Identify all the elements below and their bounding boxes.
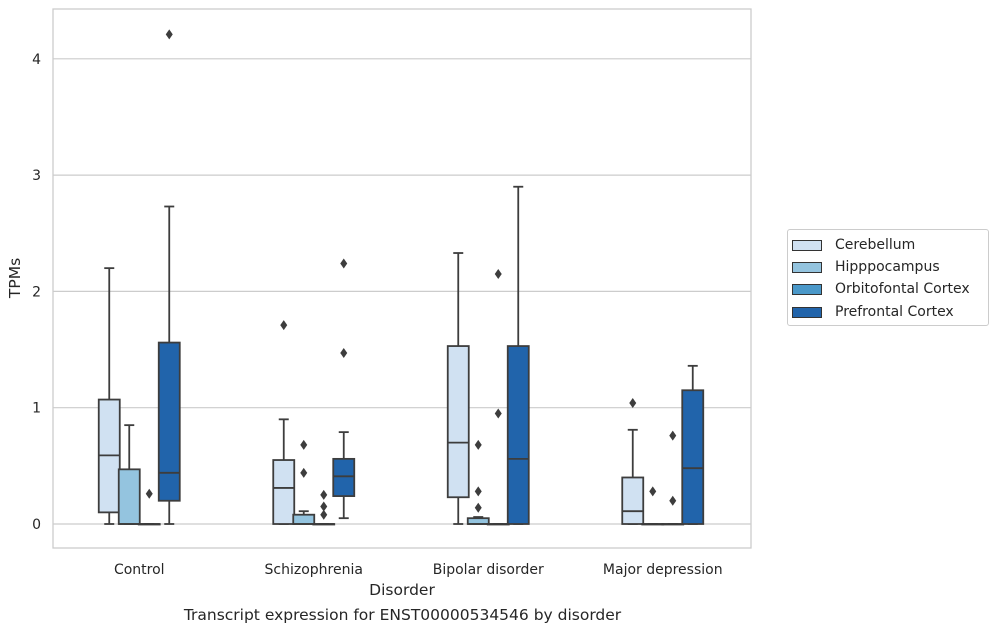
outlier-point bbox=[340, 258, 348, 269]
legend-item-hipppocampus: Hipppocampus bbox=[792, 257, 940, 277]
outlier-point bbox=[320, 509, 328, 520]
box-plot bbox=[137, 488, 161, 526]
box-plot bbox=[332, 258, 356, 520]
plot-area-frame bbox=[52, 8, 752, 549]
outlier-point bbox=[320, 489, 328, 500]
box-body bbox=[117, 468, 141, 525]
box-plot bbox=[292, 439, 316, 525]
legend-item-cerebellum: Cerebellum bbox=[792, 235, 915, 255]
outlier-point bbox=[669, 495, 677, 506]
legend: Cerebellum Hipppocampus Orbitofontal Cor… bbox=[787, 229, 989, 326]
outlier-point bbox=[474, 486, 482, 497]
y-tick-label: 3 bbox=[32, 168, 41, 184]
box-plot bbox=[466, 439, 490, 525]
box-plot bbox=[661, 430, 685, 526]
box-body bbox=[506, 345, 530, 525]
x-tick-labels: Control Schizophrenia Bipolar disorder Majo… bbox=[114, 562, 723, 578]
legend-label: Orbitofontal Cortex bbox=[835, 281, 970, 297]
legend-swatch bbox=[792, 283, 822, 295]
y-axis-label: TPMs bbox=[6, 258, 24, 299]
legend-item-orbitofontal-cortex: Orbitofontal Cortex bbox=[792, 279, 970, 299]
legend-label: Cerebellum bbox=[835, 237, 916, 253]
chart-caption: Transcript expression for ENST0000053454… bbox=[183, 606, 622, 624]
legend-label: Hipppocampus bbox=[835, 259, 940, 275]
x-tick-label: Control bbox=[114, 562, 165, 578]
x-tick-label: Major depression bbox=[603, 562, 723, 578]
outlier-point bbox=[280, 320, 288, 331]
legend-label: Prefrontal Cortex bbox=[835, 304, 954, 320]
box-plot bbox=[486, 268, 510, 526]
x-tick-label: Bipolar disorder bbox=[433, 562, 544, 578]
box-body bbox=[272, 459, 296, 525]
y-tick-label: 1 bbox=[32, 401, 41, 417]
legend-swatch bbox=[792, 306, 822, 318]
box-plot bbox=[272, 320, 296, 525]
box-body bbox=[681, 389, 705, 525]
box-plot bbox=[446, 252, 470, 525]
outlier-point bbox=[669, 430, 677, 441]
outlier-point bbox=[320, 501, 328, 512]
outlier-point bbox=[474, 502, 482, 513]
outlier-point bbox=[145, 488, 153, 499]
legend-item-prefrontal-cortex: Prefrontal Cortex bbox=[792, 302, 954, 322]
y-tick-label: 0 bbox=[32, 517, 41, 533]
y-tick-label: 2 bbox=[32, 284, 41, 300]
box-plot bbox=[641, 486, 665, 526]
box-body bbox=[621, 476, 645, 525]
outlier-point bbox=[340, 348, 348, 359]
legend-swatch bbox=[792, 261, 822, 273]
outlier-point bbox=[300, 467, 308, 478]
outlier-point bbox=[494, 268, 502, 279]
box-body bbox=[446, 345, 470, 499]
box-plots bbox=[97, 29, 705, 526]
box-plot bbox=[312, 489, 336, 526]
box-plot bbox=[621, 398, 645, 525]
box-plot bbox=[117, 424, 141, 525]
box-body bbox=[292, 513, 316, 525]
box-plot bbox=[157, 29, 181, 525]
box-plot bbox=[97, 267, 121, 525]
legend-swatch bbox=[792, 239, 822, 251]
y-tick-labels: 0 1 2 3 4 bbox=[32, 52, 41, 533]
box-body bbox=[332, 457, 356, 497]
x-axis-label: Disorder bbox=[369, 581, 435, 599]
outlier-point bbox=[165, 29, 173, 40]
outlier-point bbox=[474, 439, 482, 450]
outlier-point bbox=[494, 408, 502, 419]
box-plot bbox=[681, 364, 705, 525]
grid-lines bbox=[53, 58, 751, 525]
x-tick-label: Schizophrenia bbox=[265, 562, 363, 578]
box-body bbox=[157, 341, 181, 502]
box-plot bbox=[506, 185, 530, 525]
outlier-point bbox=[629, 398, 637, 409]
y-tick-label: 4 bbox=[32, 52, 41, 68]
outlier-point bbox=[649, 486, 657, 497]
outlier-point bbox=[300, 439, 308, 450]
